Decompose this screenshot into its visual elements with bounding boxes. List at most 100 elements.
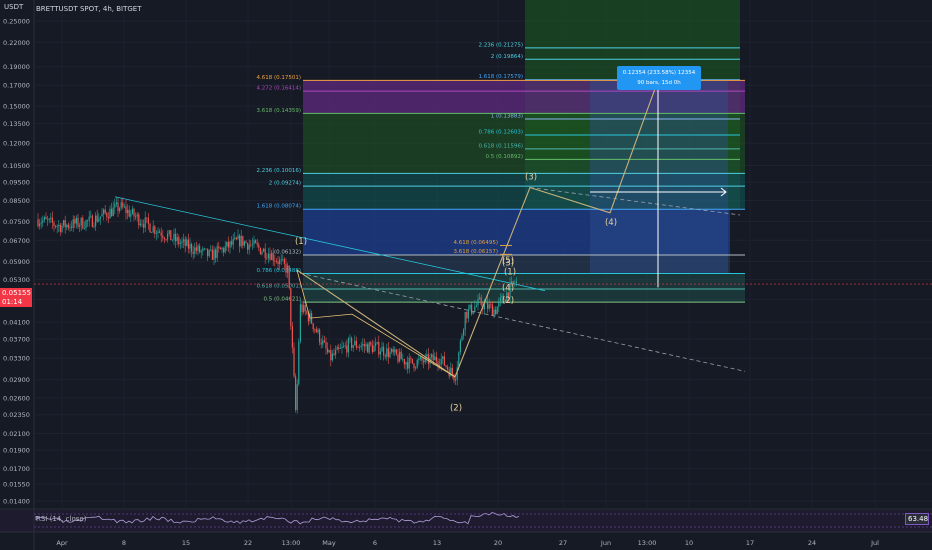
candle-body: [267, 253, 269, 258]
candle-body: [123, 206, 125, 208]
candle-body: [402, 359, 404, 360]
candle-body: [45, 217, 47, 219]
candle-body: [218, 246, 220, 248]
candle-body: [269, 253, 271, 260]
candle-body: [355, 340, 357, 348]
candle-body: [197, 245, 199, 251]
wave-label: (2): [450, 404, 462, 414]
candle-body: [85, 220, 87, 229]
candle-body: [264, 248, 266, 258]
candle-body: [63, 220, 65, 226]
candle-body: [56, 226, 58, 227]
candle-body: [472, 312, 474, 314]
fib-level-label: 3.618 (0.06157): [453, 249, 498, 255]
candle-body: [79, 225, 81, 227]
x-tick-label: 6: [373, 539, 377, 547]
measure-tooltip-line1: 0.12354 (233.58%) 12354: [622, 70, 696, 76]
candle-body: [74, 219, 76, 224]
x-tick-label: May: [322, 539, 336, 547]
candle-body: [178, 237, 180, 245]
candle-body: [104, 209, 106, 214]
candle-body: [163, 237, 165, 240]
candle-body: [157, 231, 159, 234]
candle-body: [53, 222, 55, 226]
measure-h-arrowhead: [720, 187, 727, 197]
candle-body: [376, 342, 378, 344]
candle-body: [251, 244, 253, 245]
candle-body: [330, 350, 332, 361]
candle-body: [130, 213, 132, 217]
candle-body: [231, 241, 233, 245]
candle-body: [179, 243, 181, 245]
candle-body: [223, 248, 225, 253]
candle-body: [391, 349, 393, 352]
x-tick-label: 24: [808, 539, 816, 547]
candle-body: [51, 217, 53, 223]
candle-body: [47, 218, 49, 220]
y-tick-label: 0.19000: [3, 63, 30, 71]
candle-body: [483, 303, 485, 310]
candle-body: [167, 233, 169, 240]
candle-body: [375, 343, 377, 346]
measure-tooltip-line2: 90 bars, 15d 0h: [637, 80, 681, 86]
candle-body: [421, 356, 423, 361]
y-tick-label: 0.01550: [3, 481, 30, 489]
candle-body: [83, 228, 85, 229]
y-tick-label: 0.22000: [3, 39, 30, 47]
x-tick-label: 13: [433, 539, 441, 547]
candle-body: [495, 309, 497, 315]
candle-body: [333, 353, 335, 355]
candle-body: [82, 217, 84, 229]
candle-body: [128, 209, 130, 217]
candle-body: [463, 329, 465, 336]
measure-tooltip: 0.12354 (233.58%) 12354 90 bars, 15d 0h: [617, 66, 701, 90]
candle-body: [443, 356, 445, 366]
candle-body: [426, 354, 428, 357]
candle-body: [323, 340, 325, 343]
candle-body: [317, 329, 319, 333]
candle-body: [194, 247, 196, 254]
candle-body: [274, 260, 276, 262]
fib-zone: [303, 113, 745, 174]
candle-body: [450, 367, 452, 377]
x-tick-label: 10: [685, 539, 693, 547]
candle-body: [192, 251, 194, 254]
candle-body: [175, 233, 177, 242]
candle-body: [199, 245, 201, 253]
wave-label: (1): [295, 237, 307, 247]
candle-body: [75, 217, 77, 224]
candle-body: [159, 231, 161, 233]
candle-body: [99, 216, 101, 219]
candle-body: [98, 218, 100, 222]
fib-level-label: 1 (0.13883): [491, 113, 523, 119]
candle-body: [271, 252, 273, 260]
candle-body: [109, 208, 111, 219]
candle-body: [442, 356, 444, 360]
candle-body: [512, 281, 514, 284]
candle-body: [285, 263, 287, 273]
x-tick-label: Jun: [600, 539, 611, 547]
candle-body: [288, 265, 290, 289]
candle-body: [72, 219, 74, 228]
candle-body: [154, 226, 156, 234]
y-tick-label: 0.05300: [3, 276, 30, 284]
fib-level-label: 0.618 (0.11596): [478, 143, 523, 149]
candle-body: [43, 217, 45, 221]
candle-body: [511, 281, 513, 284]
candle-body: [213, 249, 215, 260]
x-tick-label: 8: [122, 539, 126, 547]
candle-body: [312, 323, 314, 330]
candle-body: [202, 248, 204, 251]
fib-level-label: 1.618 (0.17579): [478, 74, 523, 80]
candle-body: [226, 241, 228, 247]
candle-body: [40, 222, 42, 224]
candle-body: [381, 346, 383, 352]
fib-level-label: 0.786 (0.12603): [478, 130, 523, 136]
candle-body: [458, 352, 460, 368]
candle-body: [77, 217, 79, 227]
candle-body: [392, 349, 394, 353]
candle-body: [451, 367, 453, 375]
candle-body: [146, 217, 148, 219]
fib-level-label: 0.5 (0.04621): [263, 297, 301, 303]
